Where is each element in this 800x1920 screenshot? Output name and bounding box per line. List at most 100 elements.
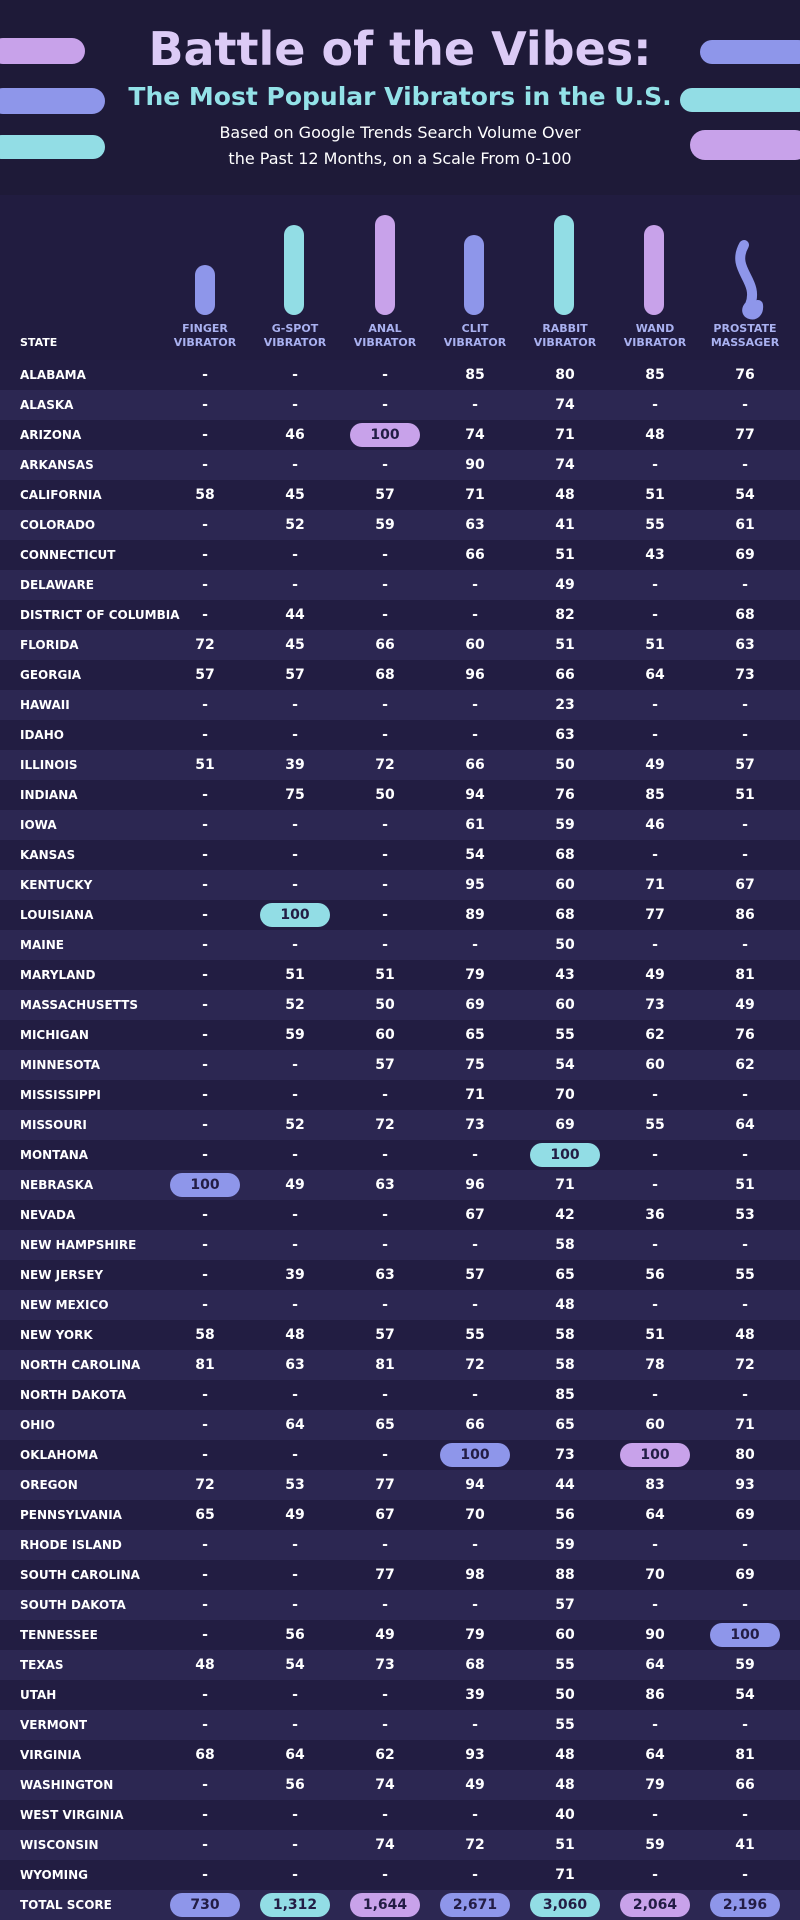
score-cell: 63 xyxy=(555,727,575,743)
score-cell: 55 xyxy=(735,1267,755,1283)
score-cell: - xyxy=(202,1717,208,1733)
score-cell: - xyxy=(472,1537,478,1553)
table-row: KENTUCKY - - - 95 60 71 67 xyxy=(0,870,800,900)
score-cell: - xyxy=(472,697,478,713)
state-name: DISTRICT OF COLUMBIA xyxy=(20,608,180,622)
table-row: NEW MEXICO - - - - 48 - - xyxy=(0,1290,800,1320)
score-cell: - xyxy=(292,1207,298,1223)
highlight-pill xyxy=(350,423,420,447)
state-name: WEST VIRGINIA xyxy=(20,1808,124,1822)
score-cell: 50 xyxy=(555,757,575,773)
state-name: TOTAL SCORE xyxy=(20,1898,112,1912)
score-cell: 71 xyxy=(465,1087,485,1103)
score-cell: - xyxy=(472,1387,478,1403)
score-cell: - xyxy=(292,397,298,413)
score-cell: 68 xyxy=(555,907,575,923)
score-cell: 69 xyxy=(735,1507,755,1523)
score-cell: - xyxy=(472,1807,478,1823)
table-row: SOUTH DAKOTA - - - - 57 - - xyxy=(0,1590,800,1620)
score-cell: - xyxy=(652,1087,658,1103)
score-cell: - xyxy=(382,907,388,923)
score-cell: 72 xyxy=(735,1357,755,1373)
state-name: PENNSYLVANIA xyxy=(20,1508,122,1522)
table-row: RHODE ISLAND - - - - 59 - - xyxy=(0,1530,800,1560)
score-cell: 63 xyxy=(375,1267,395,1283)
score-cell: 65 xyxy=(555,1417,575,1433)
score-cell: - xyxy=(202,577,208,593)
score-cell: 81 xyxy=(195,1357,215,1373)
score-cell: 88 xyxy=(555,1567,575,1583)
table-row: UTAH - - - 39 50 86 54 xyxy=(0,1680,800,1710)
table-row: ALASKA - - - - 74 - - xyxy=(0,390,800,420)
score-cell: 71 xyxy=(465,487,485,503)
score-cell: - xyxy=(652,607,658,623)
score-cell: - xyxy=(652,1597,658,1613)
table-row: IOWA - - - 61 59 46 - xyxy=(0,810,800,840)
table-row: NEW HAMPSHIRE - - - - 58 - - xyxy=(0,1230,800,1260)
score-cell: 98 xyxy=(465,1567,485,1583)
score-cell: - xyxy=(652,397,658,413)
score-cell: 36 xyxy=(645,1207,665,1223)
table-row: WASHINGTON - 56 74 49 48 79 66 xyxy=(0,1770,800,1800)
score-cell: - xyxy=(382,547,388,563)
score-cell: - xyxy=(292,937,298,953)
score-cell: 49 xyxy=(285,1177,305,1193)
score-cell: - xyxy=(202,1087,208,1103)
score-cell: 73 xyxy=(735,667,755,683)
score-cell: 57 xyxy=(195,667,215,683)
score-cell: - xyxy=(742,697,748,713)
score-cell: 60 xyxy=(555,1627,575,1643)
table-row: VERMONT - - - - 55 - - xyxy=(0,1710,800,1740)
score-cell: - xyxy=(202,1297,208,1313)
score-cell: 67 xyxy=(465,1207,485,1223)
score-cell: 81 xyxy=(735,1747,755,1763)
state-name: NEW YORK xyxy=(20,1328,93,1342)
score-cell: 57 xyxy=(375,1327,395,1343)
score-cell: 48 xyxy=(555,487,575,503)
score-cell: - xyxy=(652,727,658,743)
score-cell: - xyxy=(292,1567,298,1583)
score-cell: 2,064 xyxy=(632,1897,678,1913)
highlight-pill xyxy=(710,1623,780,1647)
score-cell: 95 xyxy=(465,877,485,893)
state-name: KENTUCKY xyxy=(20,878,93,892)
score-cell: 66 xyxy=(465,757,485,773)
score-cell: - xyxy=(472,1717,478,1733)
score-cell: 59 xyxy=(375,517,395,533)
table-row: MICHIGAN - 59 60 65 55 62 76 xyxy=(0,1020,800,1050)
table-row: NEW JERSEY - 39 63 57 65 56 55 xyxy=(0,1260,800,1290)
score-cell: 43 xyxy=(645,547,665,563)
score-cell: 83 xyxy=(645,1477,665,1493)
score-cell: 64 xyxy=(645,1507,665,1523)
score-cell: - xyxy=(292,1597,298,1613)
score-cell: 100 xyxy=(190,1177,220,1193)
score-cell: 52 xyxy=(285,517,305,533)
score-cell: 56 xyxy=(285,1777,305,1793)
score-cell: 44 xyxy=(555,1477,575,1493)
score-cell: 61 xyxy=(465,817,485,833)
score-cell: - xyxy=(382,1087,388,1103)
score-cell: 85 xyxy=(555,1387,575,1403)
highlight-pill xyxy=(170,1893,240,1917)
state-name: MONTANA xyxy=(20,1148,89,1162)
score-cell: 49 xyxy=(735,997,755,1013)
state-name: MICHIGAN xyxy=(20,1028,89,1042)
score-cell: 66 xyxy=(465,1417,485,1433)
score-cell: 72 xyxy=(375,757,395,773)
score-cell: 66 xyxy=(735,1777,755,1793)
score-cell: - xyxy=(202,397,208,413)
table-row: DISTRICT OF COLUMBIA - 44 - - 82 - 68 xyxy=(0,600,800,630)
state-name: NEW JERSEY xyxy=(20,1268,104,1282)
table-row: ALABAMA - - - 85 80 85 76 xyxy=(0,360,800,390)
score-cell: 50 xyxy=(555,937,575,953)
score-cell: 65 xyxy=(465,1027,485,1043)
score-cell: 46 xyxy=(645,817,665,833)
table-row: DELAWARE - - - - 49 - - xyxy=(0,570,800,600)
score-cell: 72 xyxy=(465,1837,485,1853)
score-cell: 81 xyxy=(735,967,755,983)
score-cell: 94 xyxy=(465,787,485,803)
score-cell: 55 xyxy=(555,1027,575,1043)
table-row: NORTH CAROLINA 81 63 81 72 58 78 72 xyxy=(0,1350,800,1380)
score-cell: - xyxy=(202,817,208,833)
column-header: FINGER VIBRATOR xyxy=(173,322,237,349)
